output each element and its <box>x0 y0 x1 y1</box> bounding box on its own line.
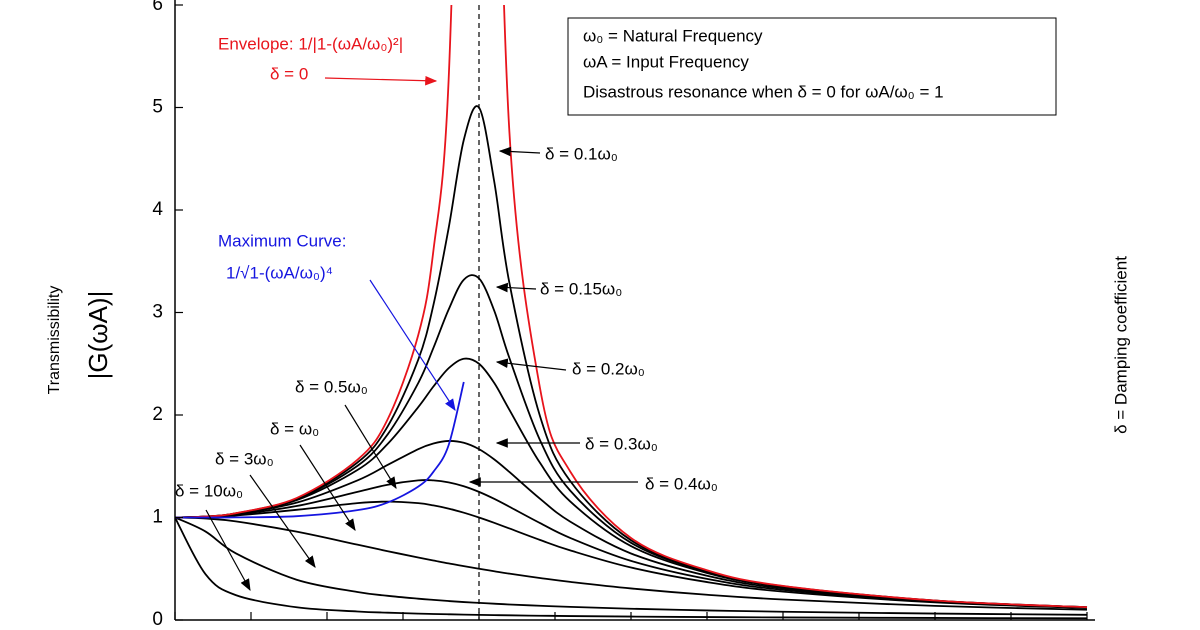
y-tick-label: 3 <box>152 302 163 323</box>
series-line <box>175 516 1088 616</box>
series-label: δ = 0.3ω₀ <box>585 434 658 453</box>
series-line <box>175 516 1088 611</box>
y-axis-label: Transmissibility <box>46 286 63 395</box>
series-line <box>175 440 1088 609</box>
y-tick-label: 6 <box>152 0 163 15</box>
plot-area <box>175 5 1088 620</box>
note-box <box>567 17 1057 116</box>
series-label: δ = 3ω₀ <box>215 449 274 468</box>
arrow <box>299 444 356 532</box>
series-label: Maximum Curve: <box>218 231 346 250</box>
arrow <box>495 358 567 371</box>
arrow <box>324 75 438 86</box>
note: Disastrous resonance when δ = 0 for ωA/ω… <box>583 82 944 101</box>
series-line <box>175 5 1088 609</box>
arrows <box>205 75 638 592</box>
y-tick-label: 5 <box>152 97 163 118</box>
series-label: δ = 10ω₀ <box>175 481 243 500</box>
y-axis-label: |G(ωA)| <box>83 291 113 380</box>
series-label: δ = 0.15ω₀ <box>540 279 622 298</box>
series-line <box>175 479 1088 609</box>
series-label: δ = 0.5ω₀ <box>295 377 368 396</box>
arrow <box>344 404 397 490</box>
series-line <box>175 105 1088 609</box>
arrow <box>498 146 541 157</box>
side-label: δ = Damping coefficient <box>1111 256 1130 434</box>
annotation: 1/√1-(ωA/ω₀)⁴ <box>226 263 333 282</box>
series-label: δ = 0 <box>270 64 308 83</box>
y-tick-label: 0 <box>152 609 163 630</box>
y-tick-label: 2 <box>152 404 163 425</box>
note: ω₀ = Natural Frequency <box>583 26 763 45</box>
series-line <box>175 381 465 519</box>
arrow <box>495 282 537 293</box>
series-line <box>175 500 1088 609</box>
y-tick-label: 4 <box>152 199 163 220</box>
arrow <box>249 474 316 568</box>
series-label: δ = 0.1ω₀ <box>545 144 618 163</box>
series-label: δ = ω₀ <box>270 419 319 438</box>
series-label: δ = 0.4ω₀ <box>645 474 718 493</box>
series-line <box>175 357 1088 609</box>
annotation: Envelope: 1/|1-(ωA/ω₀)²| <box>218 34 403 53</box>
y-tick-label: 1 <box>152 507 163 528</box>
series-label: δ = 0.2ω₀ <box>572 359 645 378</box>
arrow <box>205 509 251 592</box>
note: ωA = Input Frequency <box>583 52 749 71</box>
arrow <box>369 279 456 412</box>
